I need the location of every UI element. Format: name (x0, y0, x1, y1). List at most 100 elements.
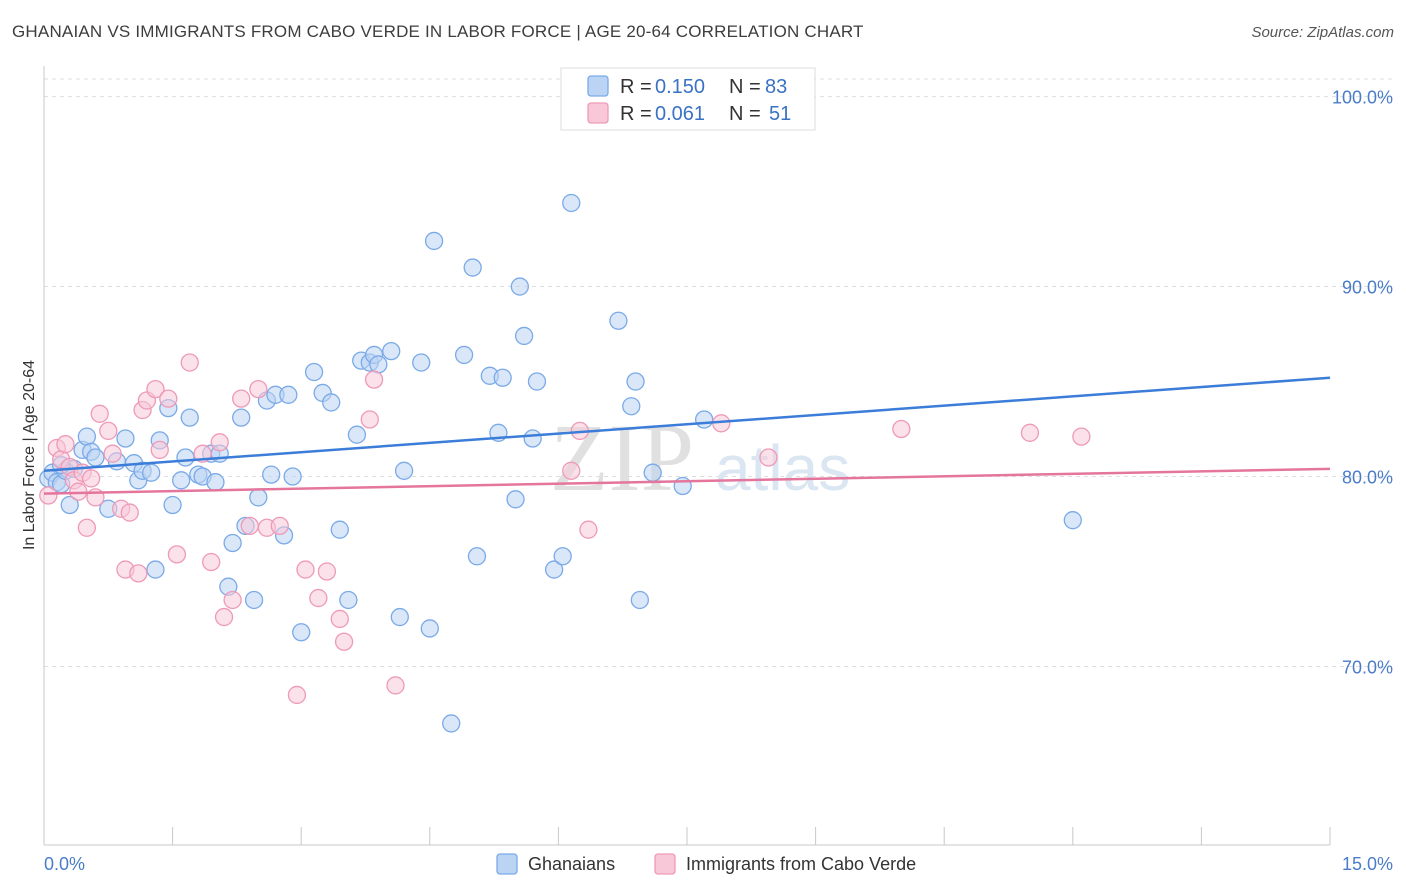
bottom-legend-label-cabo-verde: Immigrants from Cabo Verde (686, 854, 916, 874)
data-point (202, 552, 221, 572)
y-tick-label: 80.0% (1342, 467, 1393, 487)
legend-n-label-2: N = (729, 103, 761, 125)
data-point (309, 588, 328, 608)
trend-line-1 (43, 467, 1331, 495)
bottom-legend-swatch-cabo-verde (654, 853, 676, 875)
axes (43, 66, 1331, 846)
series-points-1 (39, 353, 1091, 705)
data-point (562, 193, 581, 213)
data-point (120, 503, 139, 522)
legend-n-value-2: 51 (769, 103, 791, 125)
data-point (99, 421, 118, 441)
data-point (420, 619, 439, 638)
legend-swatch-cabo-verde (587, 102, 609, 124)
y-tick-label: 90.0% (1342, 278, 1393, 298)
data-point (77, 518, 97, 537)
data-point (510, 277, 529, 296)
data-point (759, 448, 778, 467)
data-point (1063, 511, 1082, 530)
data-point (206, 473, 225, 492)
chart-title: GHANAIAN VS IMMIGRANTS FROM CABO VERDE I… (12, 22, 864, 41)
data-point (172, 471, 191, 490)
data-point (163, 495, 182, 515)
data-point (279, 385, 298, 404)
bottom-legend: Ghanaians Immigrants from Cabo Verde (496, 853, 916, 875)
data-point (347, 425, 367, 444)
data-point (223, 533, 242, 553)
data-point (180, 408, 199, 427)
data-point (129, 564, 148, 583)
data-point (304, 362, 324, 382)
data-points (39, 193, 1091, 733)
data-point (210, 433, 229, 452)
data-point (339, 590, 358, 610)
data-point (454, 345, 474, 365)
data-point (553, 547, 572, 566)
legend-r-value-1: 0.150 (655, 76, 705, 98)
data-point (90, 404, 109, 423)
data-point (223, 590, 242, 610)
legend-r-value-2: 0.061 (655, 103, 705, 125)
data-point (467, 547, 487, 566)
data-point (317, 562, 337, 581)
gridlines (44, 78, 1393, 667)
data-point (56, 435, 75, 454)
data-point (262, 465, 281, 484)
data-point (146, 379, 165, 399)
trend-line-0 (43, 376, 1331, 473)
data-point (142, 463, 161, 482)
data-point (622, 397, 641, 416)
data-point (39, 486, 58, 505)
data-point (463, 258, 482, 277)
data-point (86, 448, 105, 467)
data-point (330, 609, 349, 629)
data-point (330, 520, 349, 539)
data-point (412, 353, 431, 372)
data-point (386, 676, 405, 695)
y-tick-label: 100.0% (1332, 88, 1393, 108)
data-point (214, 607, 234, 627)
data-point (394, 461, 414, 480)
data-point (296, 560, 315, 579)
data-point (82, 469, 101, 488)
legend-n-label-1: N = (729, 76, 761, 98)
data-point (493, 368, 512, 387)
legend: R = 0.150 N = 83 R = 0.061 N = 51 (560, 67, 816, 131)
data-point (77, 427, 97, 446)
data-point (369, 355, 388, 374)
data-point (150, 440, 169, 460)
data-point (287, 685, 307, 705)
data-point (523, 429, 542, 448)
data-point (609, 311, 628, 330)
data-point (60, 495, 79, 515)
data-point (360, 410, 379, 429)
watermark-zip: ZIP (550, 404, 694, 511)
data-point (283, 467, 302, 486)
data-point (116, 429, 135, 448)
data-point (630, 590, 649, 610)
data-point (244, 590, 264, 610)
bottom-legend-label-ghanaians: Ghanaians (528, 854, 615, 874)
data-point (334, 632, 354, 651)
data-point (694, 410, 714, 429)
data-point (270, 516, 289, 536)
data-point (180, 353, 199, 372)
data-point (506, 490, 525, 509)
bottom-legend-swatch-ghanaians (496, 853, 518, 875)
watermark-atlas: atlas (715, 432, 850, 504)
y-axis-label: In Labor Force | Age 20-64 (21, 360, 38, 550)
data-point (442, 714, 461, 733)
y-tick-labels: 100.0% 90.0% 80.0% 70.0% (1332, 88, 1393, 678)
data-point (167, 545, 187, 564)
data-point (382, 341, 401, 361)
legend-r-label-1: R = (620, 76, 652, 98)
data-point (390, 607, 409, 627)
x-tick-label-min: 0.0% (44, 854, 85, 874)
data-point (562, 461, 581, 480)
data-point (232, 408, 251, 427)
data-point (159, 389, 178, 408)
data-point (103, 444, 122, 463)
data-point (176, 448, 195, 467)
chart-source: Source: ZipAtlas.com (1251, 24, 1394, 41)
data-point (292, 623, 311, 642)
